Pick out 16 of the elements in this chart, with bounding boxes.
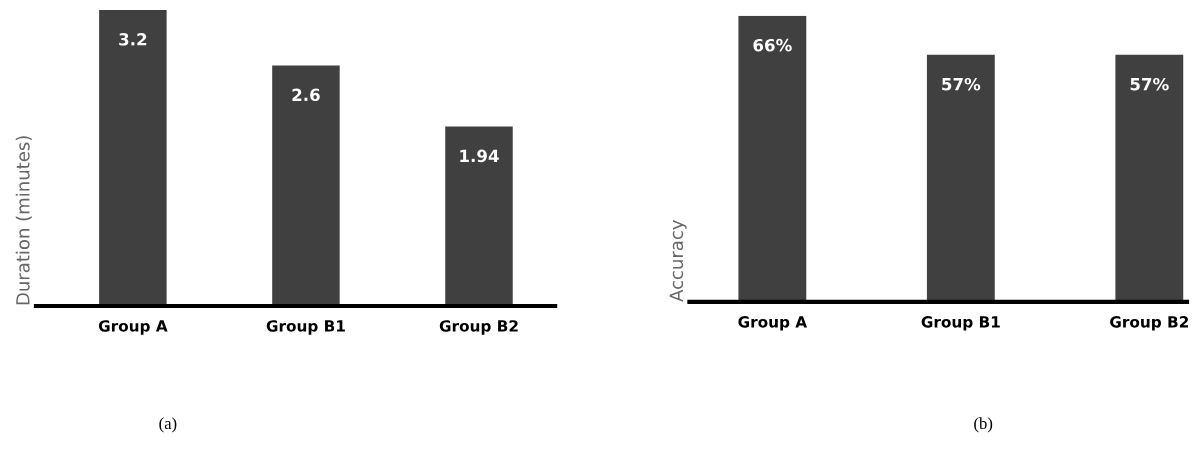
x-tick-label: Group A <box>98 320 168 335</box>
x-tick-label: Group B1 <box>921 316 1000 331</box>
x-tick-label: Group A <box>738 316 808 331</box>
data-label: 66% <box>753 38 792 52</box>
data-label: 3.2 <box>119 33 147 46</box>
data-label: 1.94 <box>460 149 499 163</box>
data-label: 57% <box>942 77 981 91</box>
text: (a) <box>159 417 177 433</box>
y-axis-title: Duration (minutes) <box>15 136 32 305</box>
x-tick-label: Group B2 <box>1110 316 1188 331</box>
y-axis-title: Accuracy <box>669 220 687 302</box>
text: (b) <box>974 417 993 433</box>
data-label: 2.6 <box>292 88 320 102</box>
x-tick-label: Group B1 <box>266 320 345 335</box>
x-tick-label: Group B2 <box>439 320 518 335</box>
data-label: 57% <box>1130 77 1169 91</box>
